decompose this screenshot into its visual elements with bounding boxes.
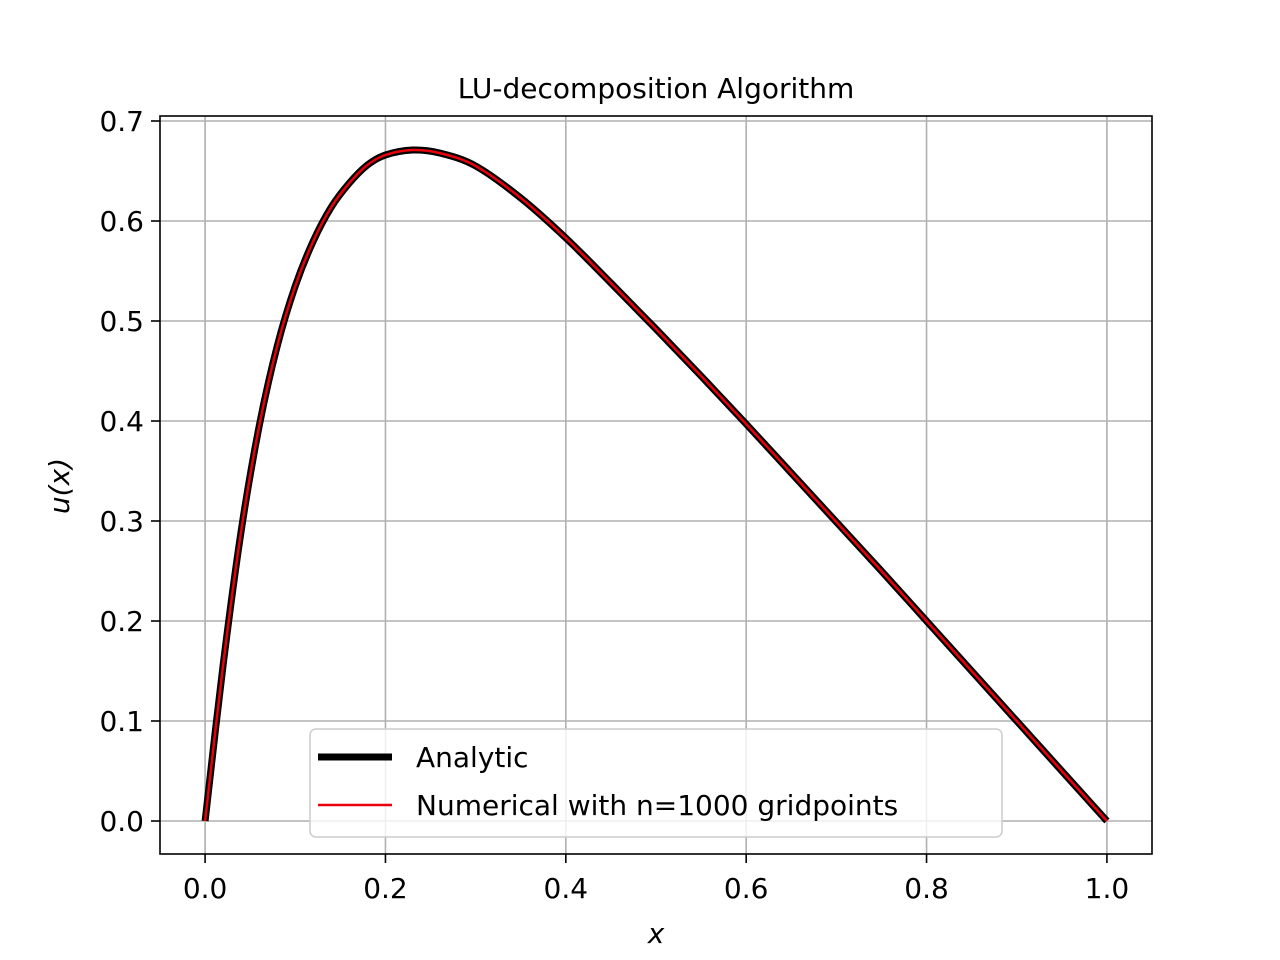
x-tick-label: 0.8 bbox=[904, 872, 949, 905]
legend: Analytic Numerical with n=1000 gridpoint… bbox=[309, 728, 1003, 838]
legend-label-numerical: Numerical with n=1000 gridpoints bbox=[416, 789, 898, 822]
y-tick-label: 0.7 bbox=[99, 105, 144, 138]
y-tick-label: 0.4 bbox=[99, 405, 144, 438]
plot-frame bbox=[159, 115, 1153, 855]
legend-label-analytic: Analytic bbox=[416, 741, 529, 774]
y-axis-label: u(x) bbox=[43, 458, 76, 514]
x-tick-label: 0.2 bbox=[363, 872, 408, 905]
y-tick-label: 0.6 bbox=[99, 205, 144, 238]
series-layer bbox=[201, 146, 1110, 824]
x-tick-label: 0.6 bbox=[724, 872, 769, 905]
y-tick-label: 0.2 bbox=[99, 605, 144, 638]
chart-title: LU-decomposition Algorithm bbox=[458, 72, 855, 105]
y-tick-label: 0.1 bbox=[99, 705, 144, 738]
x-tick-label: 0.4 bbox=[544, 872, 589, 905]
y-tick-label: 0.5 bbox=[99, 305, 144, 338]
axis-ticks: 0.0 0.2 0.4 0.6 0.8 1.0 0.0 0.1 0.2 0.3 0.4 0.5 0.6 0… bbox=[99, 105, 1129, 905]
x-tick-label: 1.0 bbox=[1085, 872, 1130, 905]
legend-box bbox=[309, 728, 1003, 838]
y-tick-label: 0.3 bbox=[99, 505, 144, 538]
x-axis-label: x bbox=[647, 917, 665, 950]
x-tick-label: 0.0 bbox=[183, 872, 228, 905]
y-tick-label: 0.0 bbox=[99, 805, 144, 838]
series-line-numerical bbox=[203, 148, 1108, 822]
